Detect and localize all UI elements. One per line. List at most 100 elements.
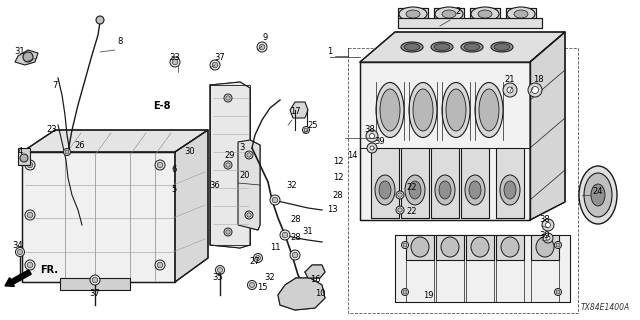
Ellipse shape <box>439 181 451 199</box>
Polygon shape <box>360 62 530 220</box>
Polygon shape <box>238 140 260 230</box>
Polygon shape <box>360 32 565 62</box>
Circle shape <box>28 162 33 168</box>
Circle shape <box>90 275 100 285</box>
Ellipse shape <box>379 181 391 199</box>
Text: 38: 38 <box>365 125 376 134</box>
Ellipse shape <box>536 237 554 257</box>
Text: 21: 21 <box>505 76 515 84</box>
Ellipse shape <box>435 7 463 21</box>
Ellipse shape <box>479 89 499 131</box>
Circle shape <box>226 163 230 167</box>
Circle shape <box>401 289 408 295</box>
Ellipse shape <box>409 83 437 138</box>
Text: 16: 16 <box>310 276 320 284</box>
Text: 4: 4 <box>17 148 22 156</box>
Text: 18: 18 <box>532 76 543 84</box>
Circle shape <box>247 153 252 157</box>
Circle shape <box>396 191 404 199</box>
Circle shape <box>157 162 163 168</box>
Ellipse shape <box>411 237 429 257</box>
Circle shape <box>554 242 561 249</box>
Circle shape <box>247 213 252 217</box>
Circle shape <box>224 161 232 169</box>
Ellipse shape <box>431 42 453 52</box>
Circle shape <box>245 151 253 159</box>
Text: 17: 17 <box>290 108 300 116</box>
Circle shape <box>280 230 290 240</box>
Polygon shape <box>22 152 175 282</box>
Circle shape <box>282 232 288 238</box>
Text: 28: 28 <box>333 191 343 201</box>
Text: 2: 2 <box>456 7 461 17</box>
Ellipse shape <box>375 175 395 205</box>
Circle shape <box>218 268 223 272</box>
Text: 6: 6 <box>172 165 177 174</box>
Text: 12: 12 <box>333 173 343 182</box>
Circle shape <box>226 96 230 100</box>
Polygon shape <box>60 278 130 290</box>
Polygon shape <box>278 278 325 310</box>
Circle shape <box>403 290 407 294</box>
Text: 10: 10 <box>315 290 325 299</box>
Ellipse shape <box>591 184 605 206</box>
Circle shape <box>63 148 70 156</box>
Circle shape <box>245 211 253 219</box>
Polygon shape <box>371 148 399 218</box>
Text: 34: 34 <box>13 241 23 250</box>
Polygon shape <box>461 148 489 218</box>
Text: 39: 39 <box>374 138 385 147</box>
Text: 31: 31 <box>303 228 314 236</box>
Ellipse shape <box>514 10 528 18</box>
Ellipse shape <box>376 83 404 138</box>
Ellipse shape <box>441 237 459 257</box>
Ellipse shape <box>401 42 423 52</box>
Text: 29: 29 <box>225 150 236 159</box>
Circle shape <box>210 60 220 70</box>
Ellipse shape <box>380 89 400 131</box>
Ellipse shape <box>413 89 433 131</box>
Circle shape <box>28 262 33 268</box>
Text: 22: 22 <box>407 183 417 193</box>
Text: 32: 32 <box>287 180 298 189</box>
Circle shape <box>226 230 230 234</box>
Bar <box>348 48 578 313</box>
Circle shape <box>172 59 178 65</box>
Ellipse shape <box>478 10 492 18</box>
Circle shape <box>216 266 225 275</box>
Text: 27: 27 <box>250 258 260 267</box>
Text: 12: 12 <box>333 157 343 166</box>
Polygon shape <box>434 8 464 18</box>
Text: 23: 23 <box>47 125 58 134</box>
Ellipse shape <box>465 175 485 205</box>
Circle shape <box>367 143 377 153</box>
Text: 28: 28 <box>291 234 301 243</box>
Ellipse shape <box>579 166 617 224</box>
Text: 25: 25 <box>308 121 318 130</box>
Ellipse shape <box>409 181 421 199</box>
Text: 33: 33 <box>170 53 180 62</box>
Polygon shape <box>18 148 30 165</box>
Text: 36: 36 <box>210 180 220 189</box>
Text: 15: 15 <box>257 284 268 292</box>
Circle shape <box>546 236 550 240</box>
Polygon shape <box>470 8 500 18</box>
Circle shape <box>503 83 517 97</box>
Ellipse shape <box>491 42 513 52</box>
Text: 28: 28 <box>291 215 301 225</box>
Circle shape <box>366 130 378 142</box>
Polygon shape <box>398 8 428 18</box>
Polygon shape <box>210 82 250 248</box>
Ellipse shape <box>475 83 503 138</box>
Circle shape <box>157 262 163 268</box>
Ellipse shape <box>399 7 427 21</box>
Circle shape <box>507 87 513 93</box>
Bar <box>210 85 250 245</box>
Ellipse shape <box>442 10 456 18</box>
Ellipse shape <box>469 181 481 199</box>
Polygon shape <box>506 8 536 18</box>
FancyArrow shape <box>5 270 31 286</box>
Circle shape <box>272 197 278 203</box>
Circle shape <box>25 260 35 270</box>
Circle shape <box>155 160 165 170</box>
